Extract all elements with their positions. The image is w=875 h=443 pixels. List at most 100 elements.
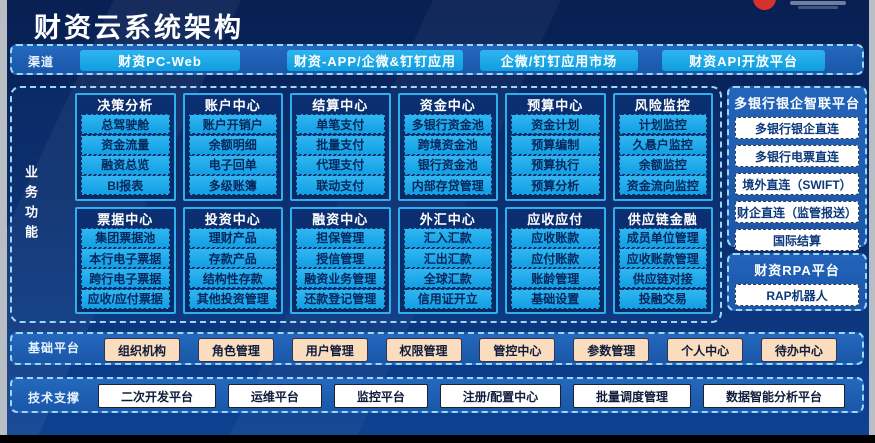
business-label: 业务功能	[23, 164, 38, 245]
module-chip: 成员单位管理	[618, 227, 707, 248]
module-chip: 应付账款	[511, 248, 600, 269]
module-chip: 汇入汇款	[403, 227, 492, 248]
right-edge	[869, 0, 875, 435]
module-chip: 信用证开立	[403, 288, 492, 309]
module-chip: 账龄管理	[511, 268, 600, 289]
module-chip: 批量支付	[296, 134, 385, 155]
module-chip: 久悬户监控	[618, 134, 707, 155]
channels-row: 渠道 财资PC-Web 财资-APP/企微&钉钉应用 企微/钉钉应用市场 财资A…	[10, 44, 864, 75]
module-chip: 跨境资金池	[403, 134, 492, 155]
tech-item: 运维平台	[227, 384, 322, 408]
module-chip: 投融交易	[618, 288, 707, 309]
business-grid: 决策分析 总驾驶舱 资金流量 融资总览 BI报表 账户中心 账户开销户 余额明细…	[75, 93, 713, 314]
module-chip: 融资总览	[81, 154, 170, 175]
module-chip: 资金流向监控	[618, 175, 707, 196]
module-chip: 供应链对接	[618, 268, 707, 289]
partner-logo-text	[790, 1, 846, 5]
module-chip: 银行资金池	[403, 154, 492, 175]
bank-connect-item: 多银行电票直连	[735, 145, 859, 167]
base-item: 待办中心	[760, 338, 837, 362]
group-title: 决策分析	[97, 98, 154, 113]
module-chip: 担保管理	[296, 227, 385, 248]
group-receivable-payable: 应收应付 应收账款 应付账款 账龄管理 基础设置	[505, 206, 606, 314]
module-chip: 多级账簿	[188, 175, 277, 196]
module-chip: 总驾驶舱	[81, 114, 170, 135]
channel-app: 财资-APP/企微&钉钉应用	[287, 50, 463, 71]
module-chip: 基础设置	[511, 288, 600, 309]
group-title: 外汇中心	[419, 211, 476, 227]
group-account-center: 账户中心 账户开销户 余额明细 电子回单 多级账簿	[182, 93, 283, 201]
group-title: 票据中心	[97, 211, 154, 227]
rpa-panel: 财资RPA平台 RAP机器人	[727, 253, 867, 311]
module-chip: 本行电子票据	[81, 248, 170, 269]
module-chip: 授信管理	[296, 248, 385, 269]
base-item: 角色管理	[197, 338, 274, 362]
module-chip: 余额明细	[188, 134, 277, 155]
tech-support-label: 技术支撑	[28, 391, 81, 405]
partner-logo-icon	[753, 0, 776, 10]
rpa-title: 财资RPA平台	[754, 263, 840, 278]
module-chip: 内部存贷管理	[403, 175, 492, 196]
group-title: 预算中心	[527, 98, 584, 113]
module-chip: 资金计划	[511, 114, 600, 135]
module-chip: 融资业务管理	[296, 268, 385, 289]
group-risk-monitor: 风险监控 计划监控 久悬户监控 余额监控 资金流向监控	[612, 93, 713, 201]
group-title: 账户中心	[204, 98, 261, 113]
group-title: 风险监控	[634, 98, 691, 113]
base-platform-row: 基础平台 组织机构 角色管理 用户管理 权限管理 管控中心 参数管理 个人中心 …	[10, 332, 864, 365]
tech-item: 数据智能分析平台	[702, 384, 845, 408]
module-chip: 预算执行	[511, 154, 600, 175]
tech-item: 监控平台	[333, 384, 428, 408]
channels-label: 渠道	[28, 55, 55, 69]
page-title: 财资云系统架构	[34, 13, 244, 43]
business-section: 业务功能 决策分析 总驾驶舱 资金流量 融资总览 BI报表 账户中心 账户开销户…	[10, 86, 722, 323]
base-item: 用户管理	[291, 338, 368, 362]
module-chip: 计划监控	[618, 114, 707, 135]
module-chip: 应收/应付票据	[81, 288, 170, 309]
module-chip: 还款登记管理	[296, 288, 385, 309]
tech-support-row: 技术支撑 二次开发平台 运维平台 监控平台 注册/配置中心 批量调度管理 数据智…	[10, 377, 864, 413]
base-platform-label: 基础平台	[28, 341, 81, 355]
channel-app-market: 企微/钉钉应用市场	[480, 50, 638, 71]
group-title: 应收应付	[527, 211, 584, 227]
tech-item: 批量调度管理	[573, 384, 692, 408]
module-chip: 多银行资金池	[403, 114, 492, 135]
module-chip: 结构性存款	[188, 268, 277, 289]
group-settlement-center: 结算中心 单笔支付 批量支付 代理支付 联动支付	[290, 93, 391, 201]
base-item: 个人中心	[667, 338, 744, 362]
module-chip: 账户开销户	[188, 114, 277, 135]
bank-connect-panel: 多银行银企智联平台 多银行银企直连 多银行电票直连 境外直连（SWIFT） 财企…	[727, 86, 867, 251]
module-chip: 全球汇款	[403, 268, 492, 289]
module-chip: 预算编制	[511, 134, 600, 155]
module-chip: BI报表	[81, 175, 170, 196]
module-chip: 单笔支付	[296, 114, 385, 135]
bank-connect-item: 多银行银企直连	[735, 117, 859, 139]
tech-item: 注册/配置中心	[439, 384, 562, 408]
channel-pc-web: 财资PC-Web	[80, 50, 240, 71]
bank-connect-item: 国际结算	[735, 229, 859, 251]
group-decision-analysis: 决策分析 总驾驶舱 资金流量 融资总览 BI报表	[75, 93, 176, 201]
module-chip: 集团票据池	[81, 227, 170, 248]
group-title: 供应链金融	[627, 211, 698, 227]
module-chip: 其他投资管理	[188, 288, 277, 309]
group-title: 投资中心	[204, 211, 261, 227]
module-chip: 应收账款	[511, 227, 600, 248]
module-chip: 余额监控	[618, 154, 707, 175]
module-chip: 电子回单	[188, 154, 277, 175]
module-chip: 资金流量	[81, 134, 170, 155]
partner-logo-text	[798, 6, 838, 9]
module-chip: 代理支付	[296, 154, 385, 175]
module-chip: 预算分析	[511, 175, 600, 196]
group-capital-center: 资金中心 多银行资金池 跨境资金池 银行资金池 内部存贷管理	[397, 93, 498, 201]
bottom-edge	[0, 435, 875, 443]
group-title: 融资中心	[312, 211, 369, 227]
group-investment-center: 投资中心 理财产品 存款产品 结构性存款 其他投资管理	[182, 206, 283, 314]
module-chip: 应收账款管理	[618, 248, 707, 269]
base-item: 权限管理	[385, 338, 462, 362]
group-forex-center: 外汇中心 汇入汇款 汇出汇款 全球汇款 信用证开立	[397, 206, 498, 314]
group-supply-chain-finance: 供应链金融 成员单位管理 应收账款管理 供应链对接 投融交易	[612, 206, 713, 314]
group-financing-center: 融资中心 担保管理 授信管理 融资业务管理 还款登记管理	[290, 206, 391, 314]
base-item: 管控中心	[479, 338, 556, 362]
base-item: 参数管理	[573, 338, 650, 362]
